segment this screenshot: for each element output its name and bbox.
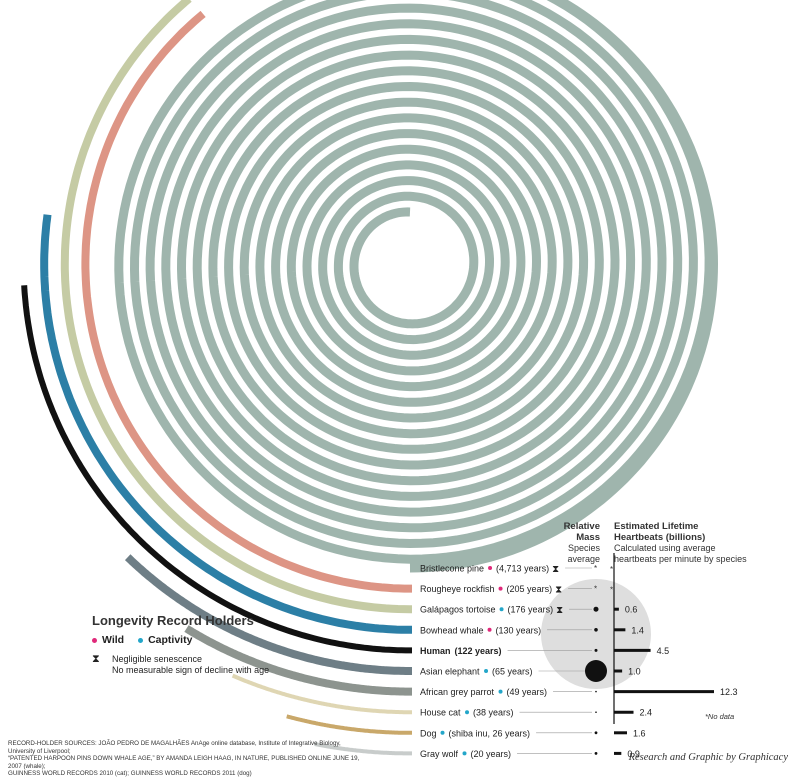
heartbeat-header-title-2: Heartbeats (billions) — [614, 532, 706, 543]
mass-nodata-rougheye-rockfish: * — [594, 585, 597, 594]
chart-title: Longevity Record Holders — [92, 613, 254, 628]
mass-dot-african-grey-parrot — [595, 690, 597, 693]
legend-wild-label: Wild — [102, 634, 125, 646]
no-data-note: *No data — [705, 712, 735, 721]
heartbeat-value-asian-elephant: 1.0 — [628, 667, 641, 677]
lifespan-arc-bowhead-whale — [40, 214, 412, 634]
lifespan-arc-gray-wolf — [314, 742, 412, 756]
species-label-african-grey-parrot: African grey parrot — [420, 687, 495, 697]
species-label-gray-wolf: Gray wolf — [420, 749, 459, 759]
hourglass-icon-bristlecone-pine: ⧗ — [552, 564, 559, 575]
mass-dot-asian-elephant — [585, 660, 607, 682]
species-detail-rougheye-rockfish: (205 years) — [507, 584, 553, 594]
mass-dot-dog — [594, 731, 598, 735]
heartbeat-value-human: 4.5 — [657, 646, 670, 656]
species-detail-gray-wolf: (20 years) — [471, 749, 512, 759]
legend-senescence: ⧗ Negligible senescence No measurable si… — [92, 654, 292, 676]
species-label-house-cat: House cat — [420, 708, 461, 718]
status-dot-african-grey-parrot — [498, 689, 503, 694]
mass-backdrop-circle — [541, 579, 651, 689]
species-detail-human: (122 years) — [455, 646, 502, 656]
heartbeat-header-title-1: Estimated Lifetime — [614, 521, 699, 532]
hourglass-icon-galapagos-tortoise: ⧗ — [556, 605, 563, 616]
status-dot-rougheye-rockfish — [498, 586, 503, 591]
mass-dot-bowhead-whale — [594, 628, 598, 632]
status-dot-bowhead-whale — [487, 627, 492, 632]
lifespan-arc-african-grey-parrot — [184, 625, 412, 696]
hourglass-icon-rougheye-rockfish: ⧗ — [555, 585, 562, 596]
sources-line-2: “PATENTED HARPOON PINS DOWN WHALE AGE,” … — [8, 755, 360, 770]
mass-dot-gray-wolf — [594, 752, 598, 755]
species-label-human: Human — [420, 646, 451, 656]
heartbeat-header-sub-1: Calculated using average — [614, 543, 716, 553]
wild-dot-icon — [92, 637, 97, 643]
senescence-title: Negligible senescence — [112, 654, 203, 664]
heartbeat-value-dog: 1.6 — [633, 728, 646, 738]
status-dot-bristlecone-pine — [488, 566, 493, 570]
status-dot-galapagos-tortoise — [499, 607, 504, 612]
species-detail-house-cat: (38 years) — [473, 708, 514, 718]
lifespan-arc-galapagos-tortoise — [60, 0, 412, 614]
mass-header: Relative Mass Species average — [545, 521, 600, 565]
mass-header-title: Relative Mass — [563, 521, 600, 543]
senescence-desc: No measurable sign of decline with age — [112, 665, 270, 675]
sources-line-3: GUINNESS WORLD RECORDS 2010 (cat); GUINN… — [8, 770, 252, 778]
lifespan-arc-dog — [286, 714, 412, 735]
credit: Research and Graphic by Graphicacy — [628, 752, 788, 763]
status-dot-gray-wolf — [462, 751, 467, 756]
species-detail-bowhead-whale: (130 years) — [496, 625, 542, 635]
species-label-dog: Dog — [420, 728, 437, 738]
mass-dot-galapagos-tortoise — [593, 606, 599, 612]
sources: RECORD-HOLDER SOURCES: JOÃO PEDRO DE MAG… — [8, 740, 368, 778]
species-detail-galapagos-tortoise: (176 years) — [508, 605, 554, 615]
heartbeat-value-african-grey-parrot: 12.3 — [720, 687, 738, 697]
lifespan-arc-house-cat — [231, 673, 412, 715]
captivity-dot-icon — [138, 637, 144, 643]
mass-header-sub: Species average — [567, 543, 600, 564]
status-dot-asian-elephant — [484, 669, 489, 673]
lifespan-arc-asian-elephant — [124, 554, 412, 675]
species-label-bristlecone-pine: Bristlecone pine — [420, 564, 484, 574]
legend-captivity: Captivity — [138, 634, 192, 646]
mass-nodata-bristlecone-pine: * — [594, 564, 597, 573]
species-detail-bristlecone-pine: (4,713 years) — [496, 564, 549, 574]
heartbeat-value-bristlecone-pine: * — [610, 565, 613, 574]
species-detail-african-grey-parrot: (49 years) — [507, 687, 548, 697]
status-dot-dog — [440, 730, 445, 735]
species-detail-dog: (shiba inu, 26 years) — [449, 728, 531, 738]
heartbeat-value-gray-wolf: 0.9 — [627, 749, 640, 759]
lifespan-arc-rougheye-rockfish — [81, 10, 412, 593]
status-legend: Wild Captivity — [92, 634, 292, 646]
species-label-galapagos-tortoise: Galápagos tortoise — [420, 605, 496, 615]
lifespan-arc-bristlecone-pine — [114, 0, 719, 573]
heartbeat-value-rougheye-rockfish: * — [610, 586, 613, 595]
sources-line-1: RECORD-HOLDER SOURCES: JOÃO PEDRO DE MAG… — [8, 740, 341, 755]
status-dot-house-cat — [465, 710, 470, 715]
mass-dot-house-cat — [595, 711, 597, 713]
species-label-bowhead-whale: Bowhead whale — [420, 625, 484, 635]
mass-dot-human — [594, 648, 598, 652]
heartbeat-value-galapagos-tortoise: 0.6 — [625, 605, 638, 615]
species-label-asian-elephant: Asian elephant — [420, 667, 480, 677]
hourglass-icon: ⧗ — [92, 653, 100, 665]
heartbeat-value-bowhead-whale: 1.4 — [631, 625, 644, 635]
heartbeat-header: Estimated Lifetime Heartbeats (billions)… — [614, 521, 794, 565]
heartbeat-value-house-cat: 2.4 — [640, 708, 653, 718]
legend-captivity-label: Captivity — [148, 634, 193, 646]
legend-wild: Wild — [92, 634, 124, 646]
lifespan-arc-human — [21, 285, 412, 654]
legend: Longevity Record Holders Wild Captivity … — [92, 613, 292, 676]
species-detail-asian-elephant: (65 years) — [492, 667, 533, 677]
heartbeat-header-sub-2: heartbeats per minute by species — [614, 554, 747, 564]
species-label-rougheye-rockfish: Rougheye rockfish — [420, 584, 495, 594]
